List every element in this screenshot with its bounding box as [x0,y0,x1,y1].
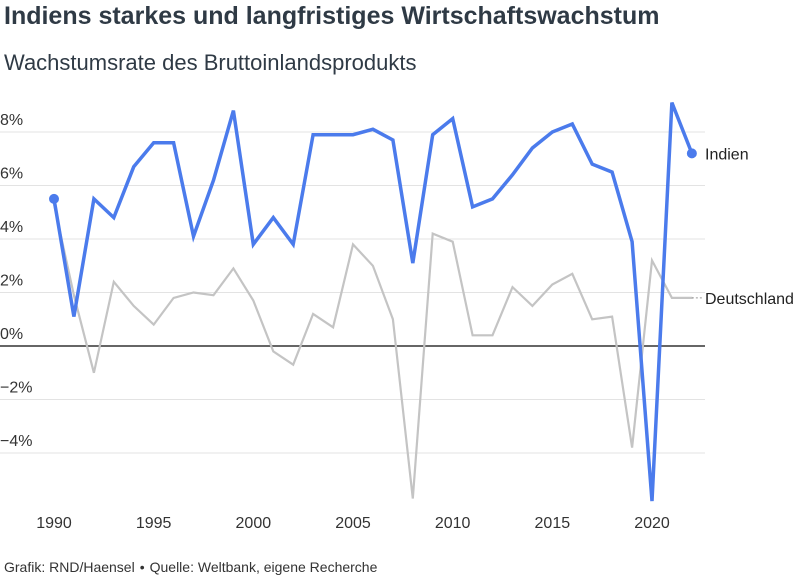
footer-separator: • [139,559,145,575]
series-line-india [52,101,694,502]
x-axis-tick-labels: 1990 1995 2000 2005 2010 2015 2020 [36,515,670,532]
y-tick-label: −4% [0,433,32,450]
y-axis-tick-labels: 8% 6% 4% 2% 0% −2% −4% [0,112,32,450]
chart-subtitle: Wachstumsrate des Bruttoinlandsprodukts [4,50,417,75]
x-tick-label: 1990 [36,515,72,532]
series-label-india: Indien [705,146,749,163]
series-point-india [686,148,697,159]
footer-source: Quelle: Weltbank, eigene Recherche [149,559,378,575]
y-tick-label: −2% [0,380,32,397]
x-tick-label: 1995 [136,515,172,532]
y-tick-label: 6% [0,166,23,183]
chart-title: Indiens starkes und langfristiges Wirtsc… [4,2,660,30]
gridlines [0,131,705,454]
series-lines [49,101,697,502]
series-line-germany [52,203,694,499]
x-tick-label: 2020 [634,515,670,532]
y-tick-label: 8% [0,112,23,129]
footer-credit: Grafik: RND/Haensel [4,559,135,575]
y-tick-label: 0% [0,326,23,343]
x-tick-label: 2000 [236,515,272,532]
y-tick-label: 2% [0,273,23,290]
x-tick-label: 2015 [535,515,571,532]
series-end-labels: Deutschland Indien [691,146,794,308]
chart-footer: Grafik: RND/Haensel • Quelle: Weltbank, ei… [4,559,377,575]
x-tick-label: 2010 [435,515,471,532]
series-point-india [49,193,59,204]
series-label-germany: Deutschland [705,291,794,308]
x-tick-label: 2005 [335,515,371,532]
y-tick-label: 4% [0,219,23,236]
